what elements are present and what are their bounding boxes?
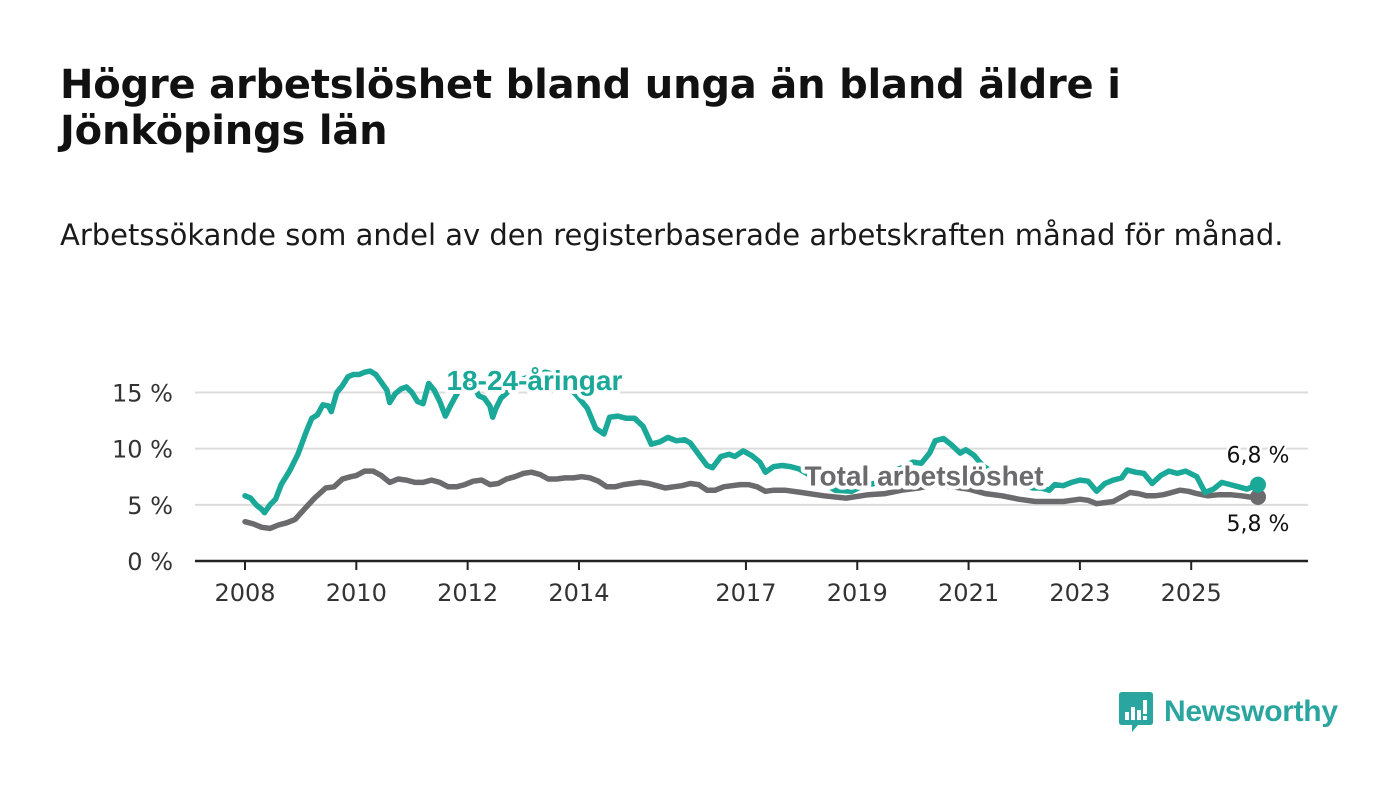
x-tick-label: 2025 — [1161, 579, 1222, 607]
end-marker-total — [1250, 488, 1266, 505]
x-tick-label: 2012 — [437, 579, 498, 607]
x-axis-ticks: 2008 2010 2012 2014 2017 2019 2021 2023 2025 — [214, 561, 1222, 607]
chart-title: Högre arbetslöshet bland unga än bland ä… — [60, 62, 1121, 154]
series-labels: 18-24-åringar Total arbetslöshet 6,8 % 5,8 … — [442, 361, 1291, 539]
x-tick-label: 2008 — [214, 579, 275, 607]
x-tick-label: 2021 — [938, 579, 999, 607]
newsworthy-logo[interactable]: Newsworthy — [1118, 690, 1338, 734]
y-axis-ticks: 0 % 5 % 10 % 15 % — [112, 379, 173, 576]
series-line-18-24 — [242, 368, 1261, 516]
y-tick-label: 10 % — [112, 436, 173, 464]
brand-name: Newsworthy — [1164, 695, 1338, 728]
series-line-total — [242, 468, 1261, 532]
y-tick-label: 5 % — [127, 492, 173, 520]
x-tick-label: 2010 — [326, 579, 387, 607]
y-tick-label: 0 % — [127, 548, 173, 576]
x-tick-label: 2014 — [548, 579, 609, 607]
x-tick-label: 2019 — [827, 579, 888, 607]
end-value-18-24: 6,8 % — [1227, 444, 1290, 469]
series-label-total: Total arbetslöshet — [804, 461, 1043, 492]
y-tick-label: 15 % — [112, 379, 173, 407]
series-label-18-24: 18-24-åringar — [446, 365, 622, 396]
chart-subtitle: Arbetssökande som andel av den registerb… — [60, 218, 1284, 252]
x-tick-label: 2017 — [715, 579, 776, 607]
bar-chart-logo-icon — [1119, 692, 1153, 732]
series-lines — [242, 368, 1266, 532]
x-tick-label: 2023 — [1049, 579, 1110, 607]
end-value-total: 5,8 % — [1227, 512, 1290, 537]
end-marker-18-24 — [1250, 476, 1266, 493]
grid-lines — [195, 391, 1308, 506]
